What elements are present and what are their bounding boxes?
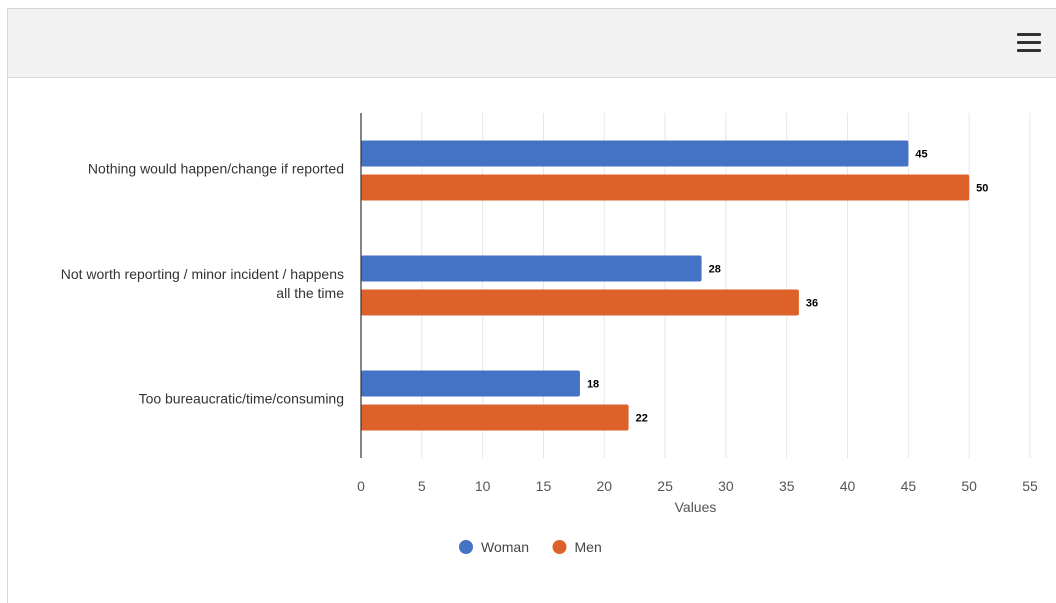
chart-toolbar [8, 9, 1056, 78]
data-label: 28 [709, 264, 721, 276]
x-tick-label: 0 [357, 478, 365, 494]
category-label: Nothing would happen/change if reported [88, 161, 344, 177]
category-label: Too bureaucratic/time/consuming [139, 391, 344, 407]
legend-marker [552, 540, 567, 554]
bar [361, 404, 629, 431]
x-tick-label: 50 [961, 478, 977, 494]
bar [361, 140, 909, 167]
x-tick-label: 45 [901, 478, 917, 494]
x-tick-label: 30 [718, 478, 734, 494]
chart-container [7, 8, 1056, 603]
bar [361, 289, 799, 316]
x-tick-label: 35 [779, 478, 795, 494]
x-tick-label: 10 [475, 478, 491, 494]
data-label: 50 [976, 183, 988, 195]
x-axis-title: Values [675, 499, 717, 515]
x-tick-label: 25 [657, 478, 673, 494]
legend-label: Men [575, 539, 602, 555]
x-tick-label: 20 [596, 478, 612, 494]
data-label: 36 [806, 298, 818, 310]
x-tick-label: 15 [536, 478, 552, 494]
bar [361, 370, 580, 397]
hamburger-menu-icon[interactable] [1017, 31, 1041, 53]
bar [361, 255, 702, 282]
data-label: 22 [636, 413, 648, 425]
category-label: Not worth reporting / minor incident / h… [61, 266, 344, 301]
data-label: 45 [915, 149, 927, 161]
legend-label: Woman [481, 539, 529, 555]
data-label: 18 [587, 379, 599, 391]
legend-marker [459, 540, 473, 554]
x-tick-label: 40 [840, 478, 856, 494]
x-tick-label: 5 [418, 478, 426, 494]
x-tick-label: 55 [1022, 478, 1038, 494]
bar [361, 174, 970, 201]
